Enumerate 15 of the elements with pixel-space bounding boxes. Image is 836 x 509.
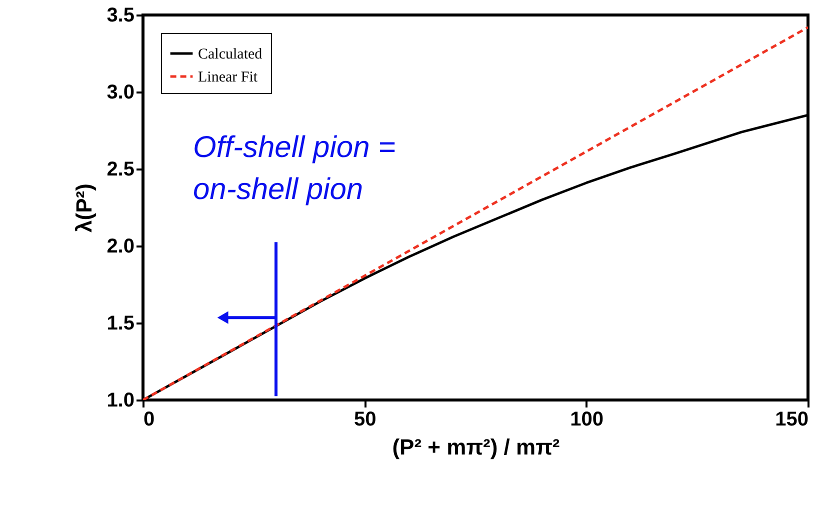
legend-label: Calculated [198,46,263,62]
y-tick-label: 2.5 [106,158,134,180]
x-axis-title: (P² + mπ²) / mπ² [392,434,560,460]
y-axis-title: λ(P²) [72,184,97,232]
annotation: Off-shell pion = on-shell pion [193,131,396,206]
y-tick-label: 1.5 [106,312,134,334]
y-tick-label: 3.0 [106,82,134,104]
legend-label: Linear Fit [198,70,258,86]
y-tick-label: 3.5 [106,4,134,26]
x-tick-label: 0 [144,408,155,430]
y-tick-label: 2.0 [106,236,134,258]
x-tick-label: 100 [570,408,604,430]
x-tick-label: 50 [354,408,376,430]
y-tick-label: 1.0 [106,390,134,412]
x-tick-label: 150 [775,408,808,430]
